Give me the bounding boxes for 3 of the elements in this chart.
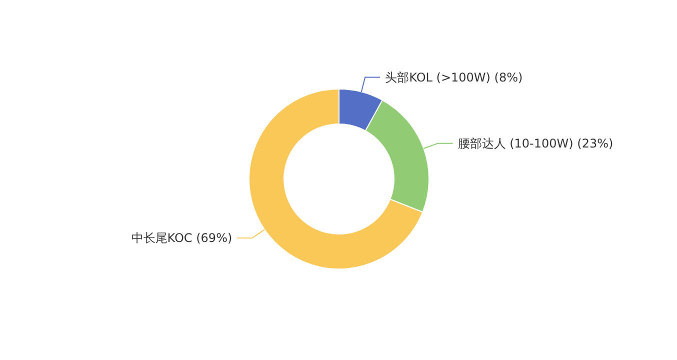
slice-label: 头部KOL (>100W) (8%) xyxy=(385,70,523,84)
slice-label: 腰部达人 (10-100W) (23%) xyxy=(458,136,614,150)
slice-label: 中长尾KOC (69%) xyxy=(131,231,232,246)
